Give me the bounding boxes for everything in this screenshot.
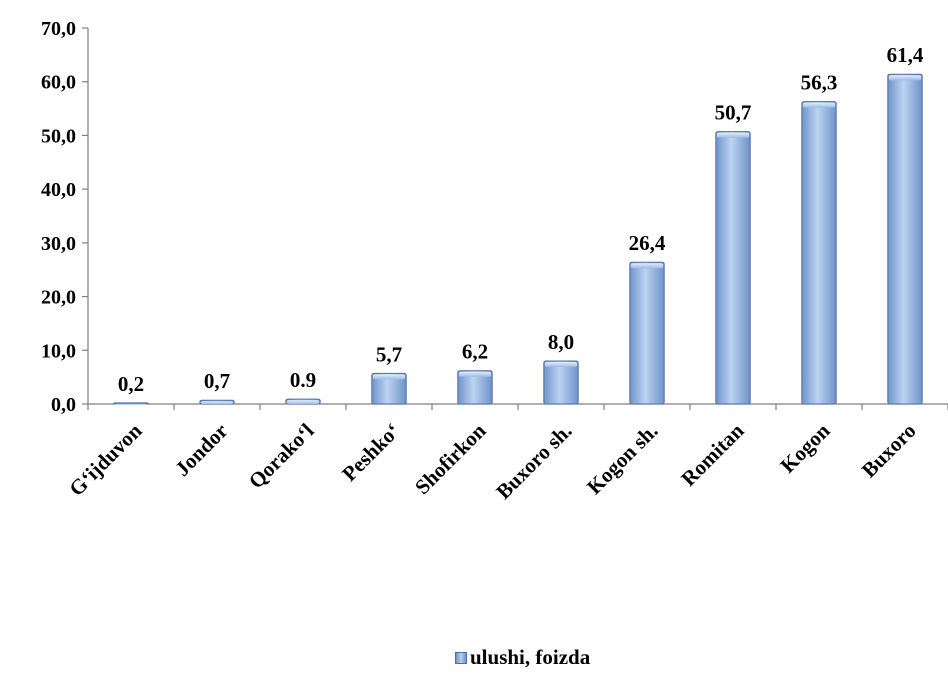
- bar: [715, 131, 751, 405]
- category-label: Buxoro: [857, 419, 921, 483]
- bar-cap: [888, 75, 922, 81]
- data-label: 0,2: [118, 372, 144, 396]
- bar: [801, 101, 837, 405]
- category-label: Kogon sh.: [582, 419, 663, 500]
- data-label: 8,0: [548, 330, 574, 354]
- data-label: 6,2: [462, 340, 488, 364]
- bar-cap: [114, 403, 148, 405]
- y-tick-label: 10,0: [41, 340, 76, 362]
- bar-cap: [458, 371, 492, 377]
- y-tick-label: 0,0: [51, 394, 76, 416]
- bar: [887, 73, 923, 405]
- legend-label: ulushi, foizda: [470, 645, 591, 669]
- category-label: Peshko‘: [337, 419, 404, 486]
- bar-cap: [716, 132, 750, 138]
- bar-cap: [200, 401, 234, 404]
- legend: ulushi, foizda: [455, 645, 590, 670]
- data-label: 50,7: [715, 101, 752, 125]
- category-label: Qorako‘l: [244, 418, 319, 493]
- bar-cap: [802, 102, 836, 108]
- data-label: 56,3: [801, 71, 838, 95]
- data-label: 5,7: [376, 342, 402, 366]
- category-label: Kogon: [775, 418, 834, 477]
- data-label: 61,4: [887, 43, 924, 67]
- data-label: 0.9: [290, 368, 316, 392]
- category-label: Romitan: [676, 418, 748, 490]
- y-tick-label: 30,0: [41, 233, 76, 255]
- bar: [457, 370, 493, 405]
- bar-cap: [286, 400, 320, 404]
- data-label: 26,4: [629, 231, 666, 255]
- bar-cap: [372, 374, 406, 380]
- bars: [113, 73, 923, 405]
- y-tick-label: 50,0: [41, 125, 76, 147]
- legend-swatch-icon: [455, 651, 467, 664]
- bar: [629, 261, 665, 405]
- category-label: G‘ijduvon: [64, 418, 146, 500]
- y-tick-label: 60,0: [41, 72, 76, 94]
- bar-cap: [544, 362, 578, 368]
- category-label: Buxoro sh.: [491, 419, 576, 504]
- y-tick-label: 20,0: [41, 287, 76, 309]
- bar: [113, 402, 149, 405]
- bar: [371, 372, 407, 405]
- category-label: Jondor: [170, 419, 232, 481]
- labels: 0,2 G‘ijduvon 0,7 Jondor 0.9 Qorako‘l 5,7 Peshk…: [64, 43, 924, 504]
- y-tick-label: 40,0: [41, 179, 76, 201]
- y-tick-label: 70,0: [41, 18, 76, 40]
- data-label: 0,7: [204, 369, 230, 393]
- bar: [543, 360, 579, 405]
- bar-cap: [630, 263, 664, 269]
- category-label: Shofirkon: [410, 418, 491, 499]
